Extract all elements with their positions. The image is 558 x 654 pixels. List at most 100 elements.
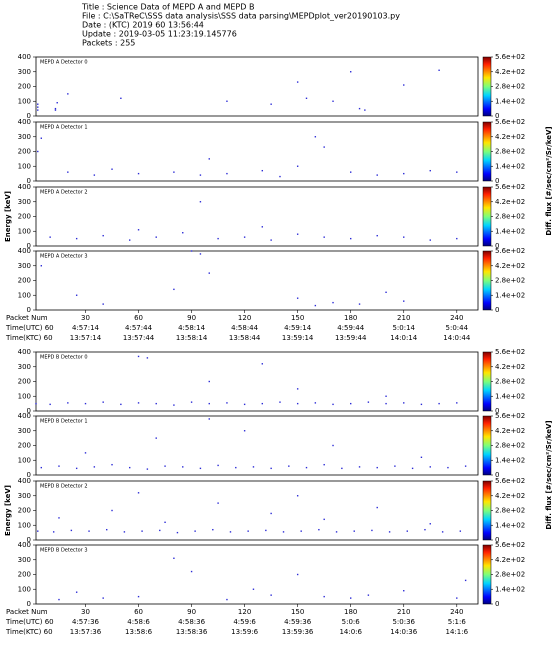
colorbar [482, 480, 492, 541]
data-point [252, 588, 255, 590]
ktc-label: 13:57:44 [123, 334, 155, 342]
colorbar-tick-label: 1.4e+02 [495, 162, 525, 170]
data-point [217, 502, 219, 504]
data-point [300, 530, 302, 532]
x-tick-label: 120 [238, 608, 251, 616]
data-point [323, 463, 325, 466]
data-point [411, 467, 414, 470]
x-tick-label: 30 [81, 608, 90, 616]
data-point [37, 530, 39, 532]
data-point [456, 171, 458, 173]
header-line: Date : (KTC) 2019 60 13:56:44 [82, 21, 204, 30]
data-point [146, 357, 149, 359]
colorbar [482, 121, 492, 182]
utc-label: 4:58:14 [178, 324, 206, 332]
utc-label: 5:0:14 [392, 324, 415, 332]
data-point [176, 531, 179, 534]
ktc-label: 13:57:36 [70, 628, 102, 636]
data-point [137, 595, 140, 598]
data-point [129, 466, 131, 469]
colorbar-tick-label: 1.4e+02 [495, 291, 525, 299]
colorbar-tick-label: 0 [495, 407, 499, 415]
data-point [208, 418, 210, 420]
data-point [70, 529, 73, 532]
data-point [102, 597, 104, 599]
data-point [332, 403, 334, 406]
data-point [102, 303, 104, 305]
y-tick-label: 200 [18, 83, 31, 91]
y-tick-label: 200 [18, 442, 31, 450]
x-tick-label: 120 [238, 314, 251, 322]
header-line: File : C:\SaTReC\SSS data analysis\SSS d… [82, 12, 400, 21]
data-point [323, 595, 325, 598]
ktc-label: 13:57:14 [70, 334, 102, 342]
y-tick-label: 400 [18, 247, 31, 255]
ktc-label: 14:0:36 [390, 628, 418, 636]
colorbar-tick-label: 4.2e+02 [495, 262, 525, 270]
data-point [54, 109, 57, 111]
data-point [296, 297, 299, 299]
data-point [37, 106, 39, 108]
utc-label: 4:59:6 [233, 618, 256, 626]
ktc-label: 13:59:14 [282, 334, 314, 342]
data-point [35, 402, 37, 405]
data-point [84, 452, 87, 454]
data-point [67, 93, 69, 95]
data-point [58, 598, 60, 601]
data-point [403, 402, 405, 404]
utc-label: 4:59:44 [337, 324, 365, 332]
data-point [376, 466, 378, 469]
data-point [155, 236, 157, 238]
data-point [314, 136, 317, 138]
data-point [40, 265, 43, 267]
x-row-label: Packet Num [6, 608, 48, 616]
data-point [226, 598, 228, 601]
data-point [208, 380, 210, 383]
data-point [429, 169, 431, 172]
panel-title: MEPD B Detector 0 [40, 355, 88, 361]
plot-frame [35, 415, 479, 476]
y-tick-label: 100 [18, 97, 31, 105]
data-point [173, 288, 175, 291]
data-point [376, 234, 378, 237]
colorbar-tick-label: 1.4e+02 [495, 97, 525, 105]
data-point [229, 531, 232, 533]
data-point [75, 294, 78, 296]
colorbar-tick-label: 0 [495, 242, 499, 250]
data-point [54, 107, 57, 110]
data-point [314, 402, 317, 404]
data-point [199, 253, 202, 255]
ktc-label: 14:0:6 [339, 628, 362, 636]
colorbar-tick-label: 2.8e+02 [495, 213, 525, 221]
colorbar-tick-label: 4.2e+02 [495, 492, 525, 500]
x-row-label: Time(UTC) 60 [5, 324, 54, 332]
colorbar-tick-label: 5.6e+02 [495, 183, 525, 191]
x-tick-label: 180 [344, 608, 357, 616]
plot-frame [35, 480, 479, 541]
data-point [111, 463, 113, 466]
data-point [182, 232, 184, 234]
x-tick-label: 240 [450, 314, 463, 322]
plot-frame [35, 56, 479, 117]
y-tick-label: 200 [18, 213, 31, 221]
colorbar-tick-label: 0 [495, 112, 499, 120]
data-point [146, 468, 149, 470]
data-point [52, 531, 55, 533]
y-tick-label: 0 [27, 306, 31, 314]
data-point [37, 150, 39, 153]
data-point [288, 465, 290, 467]
y-tick-label: 0 [27, 177, 31, 185]
y-tick-label: 200 [18, 378, 31, 386]
data-point [376, 506, 378, 509]
data-point [123, 531, 126, 533]
data-point [296, 233, 299, 235]
colorbar-tick-label: 5.6e+02 [495, 118, 525, 126]
data-point [438, 402, 440, 405]
colorbar-tick-label: 0 [495, 306, 499, 314]
data-point [243, 403, 246, 406]
data-point [456, 402, 458, 404]
data-point [296, 388, 299, 390]
data-point [261, 402, 264, 405]
utc-label: 4:57:14 [72, 324, 100, 332]
y-axis-label: Energy [keV] [4, 485, 12, 536]
